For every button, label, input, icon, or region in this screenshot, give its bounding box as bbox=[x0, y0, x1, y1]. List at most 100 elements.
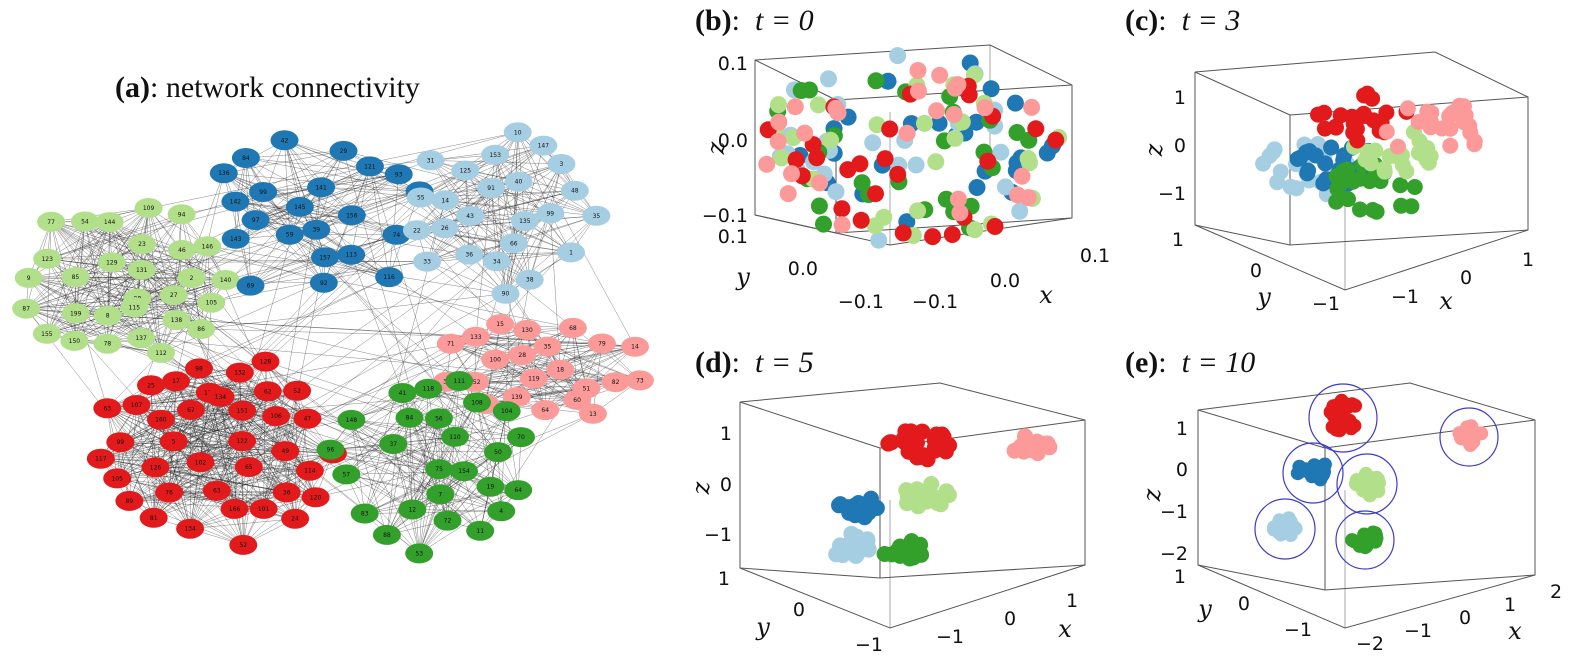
network-edge bbox=[321, 187, 421, 198]
network-edge bbox=[386, 418, 440, 536]
network-node-marker bbox=[504, 480, 533, 501]
network-node: 94 bbox=[167, 204, 196, 225]
network-edge bbox=[490, 187, 497, 262]
network-node: 146 bbox=[193, 236, 222, 257]
scatter-point-pink bbox=[976, 99, 994, 117]
network-node: 52 bbox=[229, 534, 258, 555]
network-node-marker bbox=[32, 323, 61, 344]
scatter-point-pink bbox=[786, 98, 804, 116]
network-node: 111 bbox=[445, 371, 474, 391]
network-edge bbox=[223, 150, 344, 174]
network-node: 64 bbox=[504, 480, 533, 501]
network-edge bbox=[26, 269, 142, 309]
network-node-marker bbox=[253, 381, 282, 402]
network-edge bbox=[141, 269, 162, 353]
network-edge bbox=[242, 410, 311, 471]
network-node: 35 bbox=[533, 336, 562, 357]
network-node-label: 134 bbox=[215, 394, 227, 401]
network-edge bbox=[116, 419, 162, 479]
network-node: 136 bbox=[209, 163, 238, 184]
cluster-circle-green bbox=[1335, 510, 1395, 570]
network-node-marker bbox=[426, 484, 455, 505]
network-node-marker bbox=[37, 211, 66, 232]
panel-c-z-tick: 0 bbox=[1174, 135, 1186, 157]
network-node-label: 50 bbox=[494, 449, 502, 456]
network-node-label: 126 bbox=[150, 464, 162, 471]
network-node-label: 160 bbox=[155, 417, 167, 424]
panel-b-x-label: x bbox=[1039, 281, 1053, 309]
network-edge bbox=[323, 215, 353, 283]
panel-b-z-tick: 0.0 bbox=[718, 130, 748, 152]
network-node: 68 bbox=[558, 317, 587, 338]
network-node: 39 bbox=[302, 219, 331, 240]
network-edge bbox=[364, 443, 394, 514]
network-node: 106 bbox=[262, 406, 291, 427]
network-edge bbox=[181, 187, 322, 215]
network-node-marker bbox=[311, 247, 339, 268]
network-node: 156 bbox=[337, 205, 366, 226]
network-edge bbox=[284, 140, 317, 230]
network-node: 84 bbox=[231, 148, 260, 168]
scatter-point-pink bbox=[1023, 98, 1041, 116]
network-node: 18 bbox=[546, 359, 575, 380]
scatter-point-green bbox=[792, 82, 810, 99]
scatter-point-pink bbox=[811, 174, 829, 192]
network-node-label: 129 bbox=[106, 259, 118, 266]
network-edge bbox=[234, 449, 331, 510]
network-node: 60 bbox=[563, 389, 592, 410]
network-edge bbox=[445, 163, 562, 201]
cluster-circle-pink bbox=[1439, 407, 1499, 467]
network-node: 104 bbox=[492, 401, 521, 422]
panel-a-title-text: : network connectivity bbox=[150, 71, 420, 104]
network-node: 85 bbox=[61, 267, 90, 287]
scatter-point-pink bbox=[910, 82, 927, 100]
network-node: 42 bbox=[270, 130, 299, 151]
network-edge bbox=[545, 346, 636, 411]
network-node-label: 18 bbox=[556, 367, 564, 374]
panel-c-z-tick: 1 bbox=[1174, 87, 1186, 109]
panel-e-y-tick: −1 bbox=[1284, 619, 1312, 641]
network-node-marker bbox=[536, 203, 565, 224]
panel-e-z-label: z bbox=[1138, 488, 1166, 502]
network-node: 13 bbox=[578, 403, 607, 424]
network-node-label: 141 bbox=[315, 184, 327, 191]
network-edge bbox=[428, 388, 440, 470]
network-edge bbox=[26, 308, 142, 339]
network-edge bbox=[513, 181, 519, 244]
network-node: 62 bbox=[253, 381, 282, 402]
network-node: 99 bbox=[106, 432, 135, 453]
network-node-label: 55 bbox=[417, 195, 425, 202]
scatter-point-pink bbox=[945, 106, 963, 123]
scatter-point-green bbox=[1328, 168, 1345, 185]
network-node: 97 bbox=[241, 210, 270, 231]
network-node-marker bbox=[484, 442, 512, 463]
network-node-label: 113 bbox=[345, 252, 357, 259]
network-node-label: 31 bbox=[427, 157, 435, 164]
network-node-label: 148 bbox=[346, 417, 358, 424]
panel-e-z-tick: −1 bbox=[1160, 501, 1188, 523]
network-node-marker bbox=[329, 140, 358, 161]
network-node-label: 62 bbox=[264, 388, 272, 395]
network-edge bbox=[250, 206, 301, 286]
network-node: 48 bbox=[560, 180, 589, 201]
panel-d-time: t = 5 bbox=[755, 346, 814, 379]
network-node: 50 bbox=[484, 442, 512, 463]
network-node-marker bbox=[147, 342, 175, 363]
scatter-point-light-green bbox=[1394, 157, 1411, 174]
network-node: 2 bbox=[177, 268, 206, 288]
network-node-marker bbox=[445, 371, 474, 391]
scatter-point-green bbox=[895, 542, 912, 559]
panel-c-x-label: x bbox=[1439, 287, 1453, 315]
network-edge bbox=[369, 166, 390, 278]
network-edge bbox=[351, 191, 420, 255]
network-node-marker bbox=[416, 150, 445, 171]
network-node-label: 131 bbox=[136, 267, 148, 274]
network-node: 141 bbox=[307, 177, 336, 198]
network-node-label: 67 bbox=[187, 407, 195, 414]
network-node: 57 bbox=[332, 464, 361, 485]
network-edge bbox=[470, 190, 575, 217]
panel-e-z-tick: 1 bbox=[1176, 418, 1188, 440]
scatter-point-red bbox=[1332, 107, 1349, 124]
scatter-point-light-green bbox=[946, 129, 964, 147]
network-node-label: 93 bbox=[395, 171, 403, 178]
